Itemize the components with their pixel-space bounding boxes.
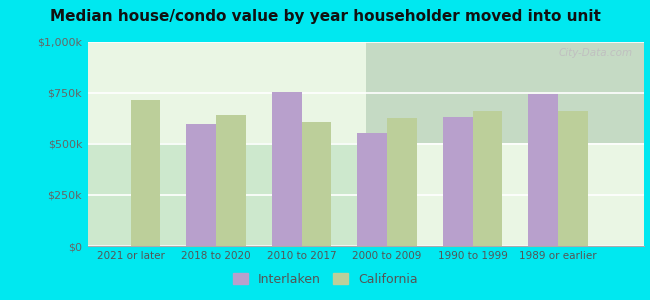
Bar <box>272 92 302 246</box>
Bar <box>473 111 502 246</box>
Bar <box>558 111 588 246</box>
Bar <box>302 122 332 246</box>
Bar <box>387 118 417 246</box>
Text: Median house/condo value by year householder moved into unit: Median house/condo value by year househo… <box>49 9 601 24</box>
Bar <box>357 133 387 246</box>
Text: City-Data.com: City-Data.com <box>558 48 632 58</box>
Bar <box>186 124 216 246</box>
Bar <box>216 116 246 246</box>
Bar <box>131 100 161 246</box>
Legend: Interlaken, California: Interlaken, California <box>227 268 422 291</box>
Bar <box>443 118 473 246</box>
Bar <box>528 94 558 246</box>
